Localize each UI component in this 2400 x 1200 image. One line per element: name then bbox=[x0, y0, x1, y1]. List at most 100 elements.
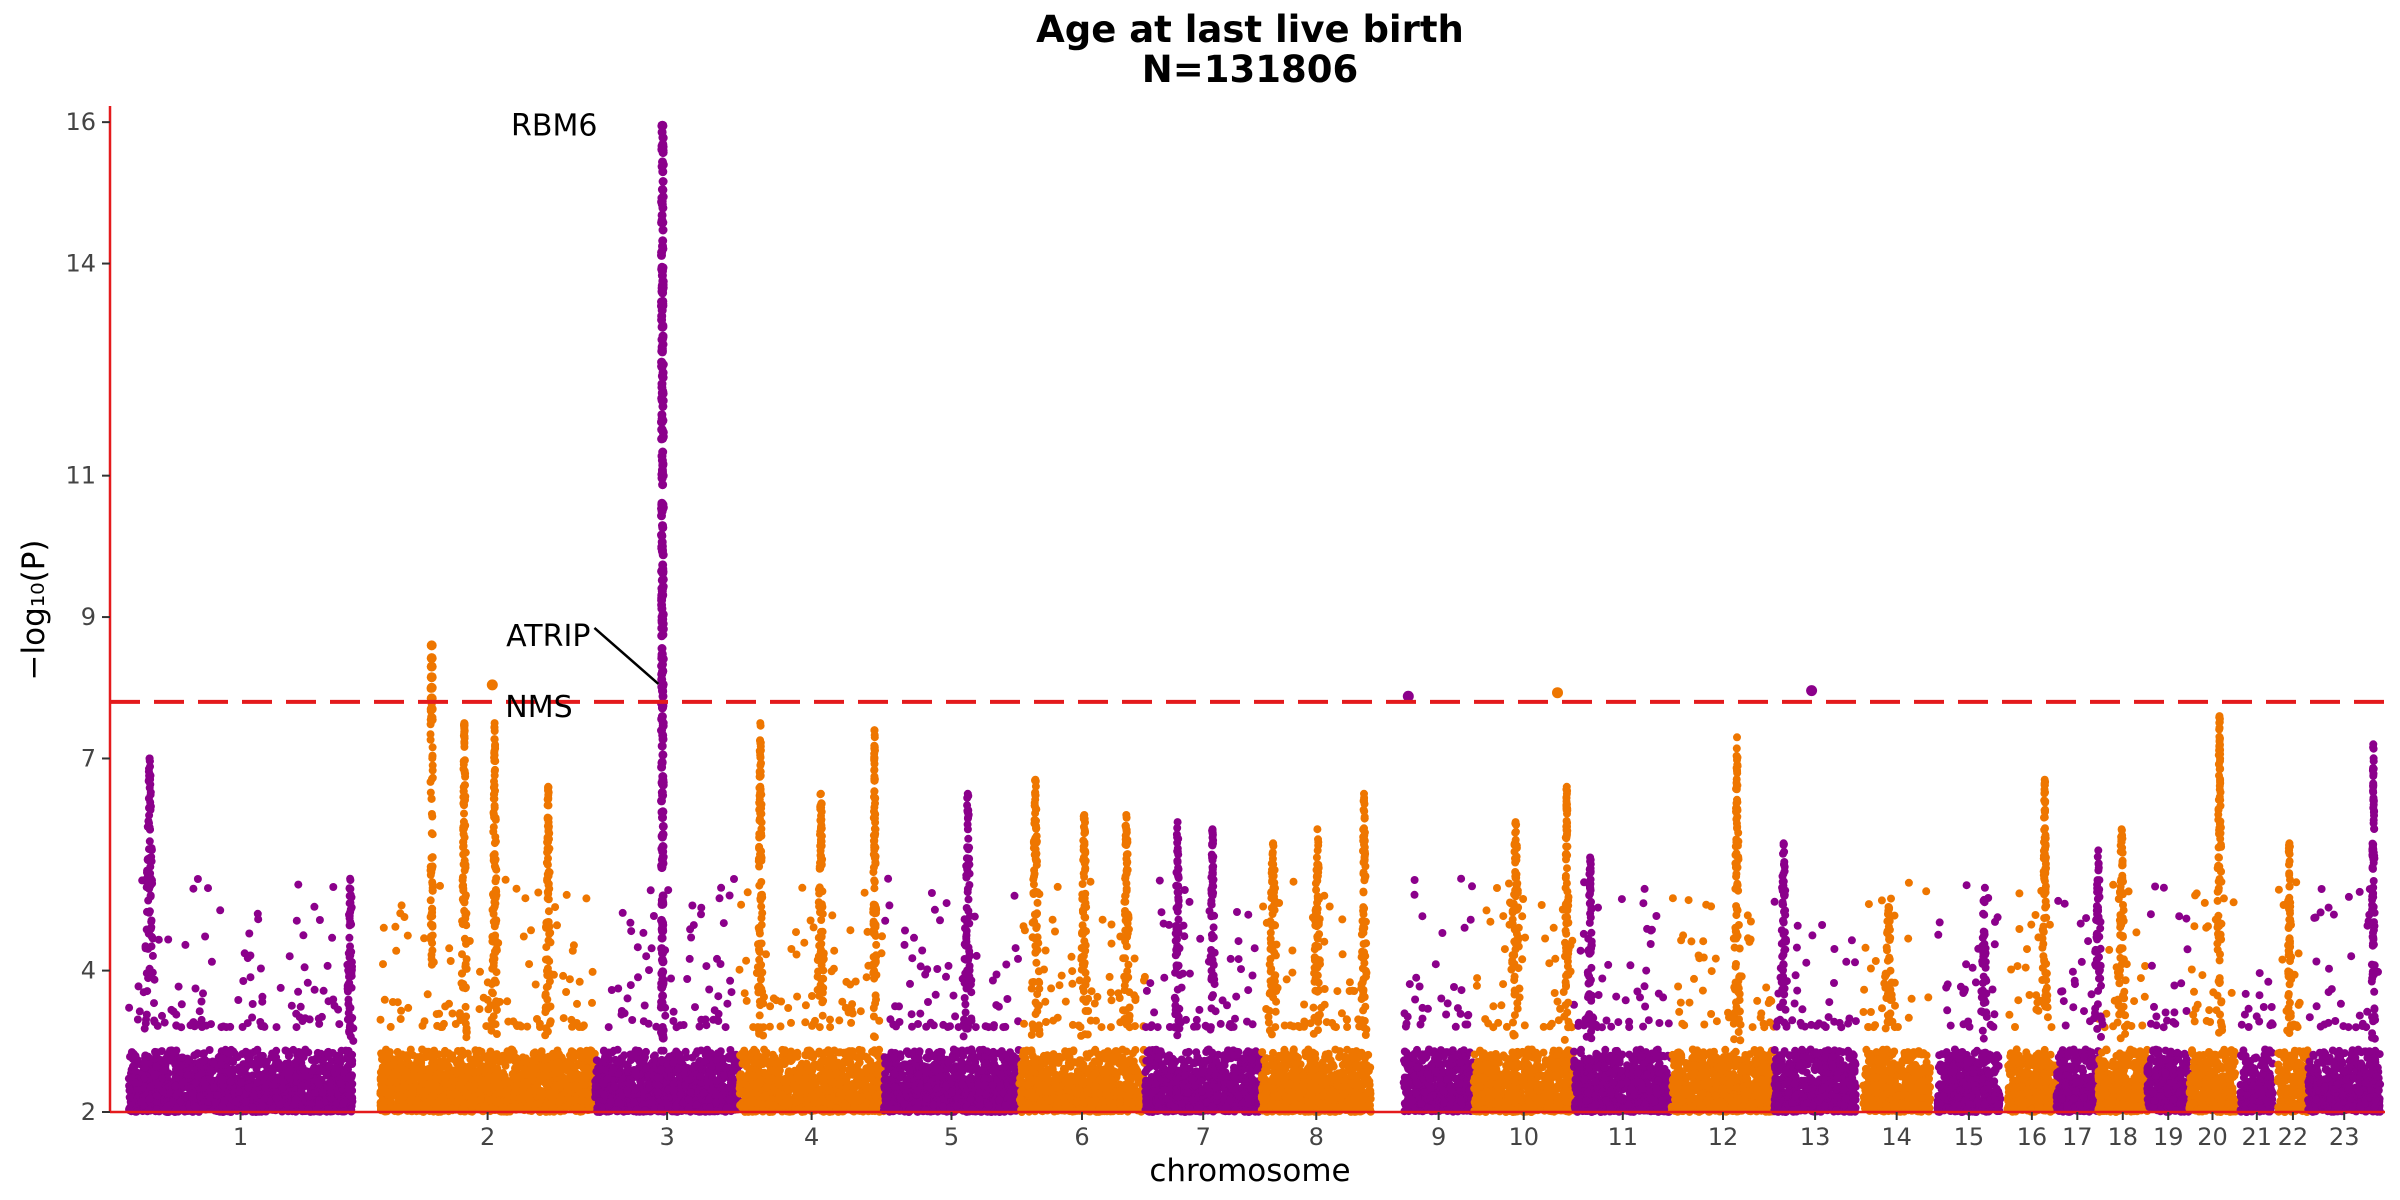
snp-point bbox=[527, 926, 535, 935]
snp-point bbox=[568, 946, 577, 955]
snp-point bbox=[318, 1088, 327, 1097]
snp-point bbox=[125, 1003, 134, 1012]
snp-point bbox=[436, 881, 444, 890]
snp-point bbox=[207, 1020, 215, 1029]
snp-point bbox=[189, 1018, 198, 1027]
snp-point bbox=[413, 1053, 421, 1062]
snp-point bbox=[133, 1015, 142, 1024]
snp-point bbox=[715, 894, 724, 903]
snp-point bbox=[248, 1000, 257, 1008]
snp-point bbox=[521, 1057, 530, 1066]
snp-point bbox=[640, 1001, 649, 1010]
snp-point bbox=[329, 883, 338, 891]
snp-point bbox=[609, 1046, 618, 1055]
snp-point bbox=[393, 1048, 402, 1056]
snp-point bbox=[505, 1055, 514, 1064]
snp-point bbox=[630, 1085, 639, 1094]
snp-point bbox=[519, 932, 528, 941]
snp-point bbox=[488, 1095, 497, 1104]
snp-point bbox=[128, 1063, 137, 1072]
snp-point bbox=[231, 1097, 240, 1106]
snp-point bbox=[323, 1070, 331, 1079]
snp-point bbox=[403, 931, 412, 940]
snp-point bbox=[688, 1053, 697, 1062]
snp-point bbox=[300, 963, 309, 972]
snp-point bbox=[649, 912, 658, 920]
snp-point bbox=[131, 1051, 140, 1060]
snp-point bbox=[386, 1078, 395, 1087]
snp-point bbox=[725, 1054, 733, 1062]
snp-point bbox=[286, 1074, 295, 1083]
snp-point bbox=[292, 1009, 301, 1018]
snp-point bbox=[183, 1071, 192, 1079]
snp-point bbox=[697, 1046, 706, 1055]
snp-point bbox=[723, 999, 732, 1008]
snp-point bbox=[195, 1007, 204, 1016]
snp-point bbox=[317, 1012, 326, 1021]
snp-point bbox=[707, 1062, 716, 1071]
snp-point bbox=[565, 975, 574, 984]
snp-point bbox=[376, 1015, 385, 1024]
snp-point bbox=[702, 1021, 711, 1030]
snp-point bbox=[197, 1069, 206, 1078]
snp-point bbox=[502, 1086, 511, 1095]
snp-point bbox=[378, 1074, 387, 1083]
snp-point bbox=[674, 1064, 683, 1073]
snp-point bbox=[400, 1052, 409, 1061]
snp-point bbox=[329, 995, 338, 1004]
snp-point bbox=[587, 1046, 596, 1055]
snp-point bbox=[731, 1060, 739, 1069]
snp-point bbox=[588, 967, 597, 976]
snp-point bbox=[386, 1022, 395, 1031]
snp-point bbox=[216, 906, 225, 915]
snp-point bbox=[388, 998, 397, 1006]
snp-point bbox=[305, 1015, 314, 1024]
snp-point bbox=[606, 1097, 615, 1106]
snp-point bbox=[152, 1062, 161, 1071]
snp-point bbox=[709, 1015, 718, 1024]
snp-point bbox=[622, 1060, 630, 1069]
snp-point bbox=[172, 1021, 181, 1030]
snp-point bbox=[688, 901, 697, 910]
snp-point bbox=[406, 1096, 415, 1105]
snp-point bbox=[315, 1019, 324, 1028]
snp-point bbox=[234, 996, 243, 1004]
snp-point bbox=[653, 1074, 662, 1083]
snp-point bbox=[582, 894, 591, 903]
snp-point bbox=[725, 891, 734, 900]
snp-point bbox=[173, 1089, 182, 1098]
snp-point bbox=[164, 935, 173, 944]
snp-point bbox=[712, 1098, 721, 1107]
snp-point bbox=[429, 1052, 437, 1061]
snp-point bbox=[620, 1051, 629, 1060]
snp-point bbox=[253, 1078, 262, 1087]
snp-point bbox=[420, 934, 429, 943]
snp-point bbox=[153, 1048, 161, 1057]
snp-point bbox=[639, 928, 648, 937]
snp-point bbox=[567, 1015, 576, 1024]
snp-point bbox=[259, 1073, 268, 1082]
snp-point bbox=[497, 1052, 506, 1061]
snp-point bbox=[565, 1074, 574, 1083]
snp-point bbox=[431, 1081, 440, 1090]
snp-point bbox=[276, 983, 285, 992]
snp-point bbox=[559, 1014, 568, 1023]
snp-point bbox=[726, 1083, 735, 1092]
snp-point bbox=[260, 1094, 269, 1103]
snp-point bbox=[440, 1097, 449, 1106]
snp-point bbox=[691, 1003, 699, 1012]
snp-point bbox=[299, 931, 308, 940]
snp-point bbox=[725, 1095, 734, 1104]
snp-point bbox=[647, 944, 656, 953]
snp-point bbox=[314, 1080, 323, 1089]
snp-point bbox=[645, 1083, 654, 1092]
snp-point bbox=[578, 1023, 587, 1031]
snp-point bbox=[240, 1066, 249, 1075]
snp-point bbox=[559, 971, 568, 980]
snp-point bbox=[240, 949, 249, 958]
snp-point bbox=[392, 1103, 401, 1112]
snp-point bbox=[171, 1073, 180, 1082]
snp-point bbox=[237, 1078, 246, 1087]
snp-point bbox=[406, 1045, 415, 1054]
snp-point bbox=[629, 1098, 638, 1107]
